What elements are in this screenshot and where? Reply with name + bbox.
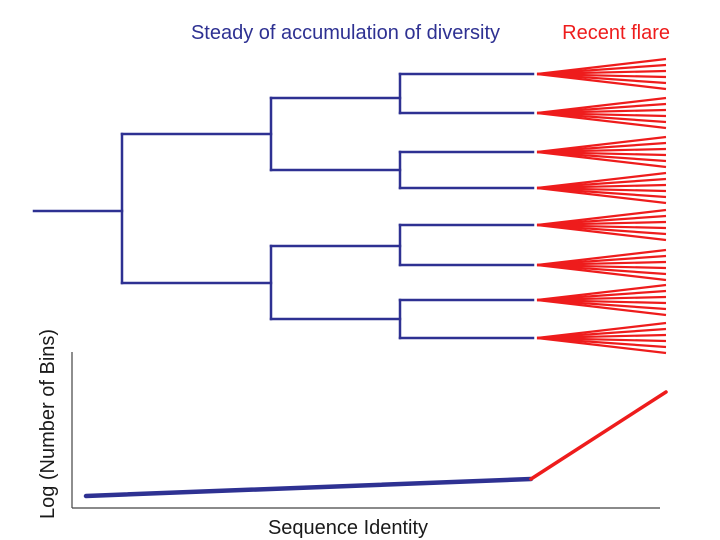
x-axis-label: Sequence Identity	[268, 517, 428, 539]
phylogenetic-tree	[32, 72, 535, 340]
plot-axes	[71, 352, 660, 509]
flare-ray	[536, 223, 667, 242]
steady-growth-line	[83, 476, 534, 499]
recent-flare-fans	[536, 57, 667, 355]
flare-ray	[536, 150, 667, 169]
flare-ray	[536, 186, 667, 205]
flare-ray	[536, 298, 667, 317]
flare-ray	[536, 72, 667, 91]
flare-ray	[536, 111, 667, 130]
recent-flare-title: Recent flare	[562, 22, 670, 44]
flare-growth-line	[529, 390, 668, 481]
y-axis-label: Log (Number of Bins)	[37, 329, 59, 519]
steady-accumulation-title: Steady of accumulation of diversity	[191, 22, 500, 44]
flare-ray	[536, 263, 667, 282]
flare-ray	[536, 336, 667, 355]
